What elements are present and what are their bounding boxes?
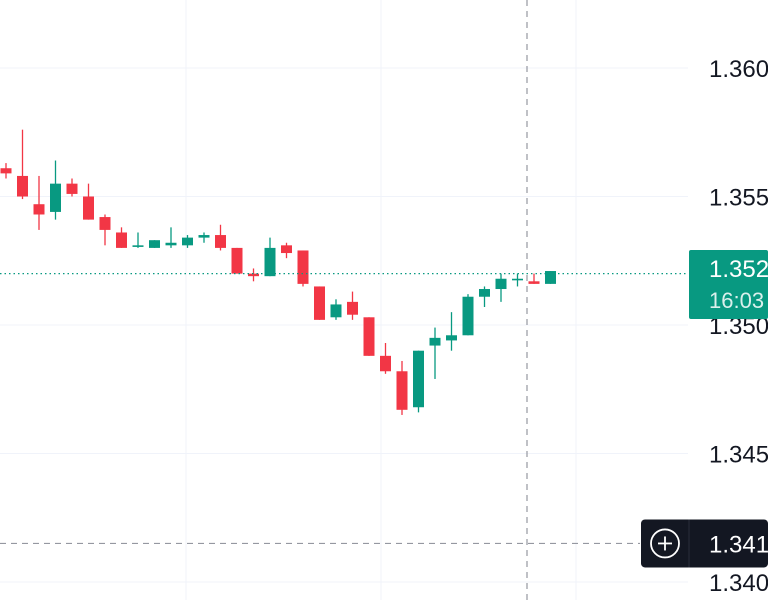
y-tick-label: 1.340 (709, 570, 768, 597)
candle-body (231, 247, 243, 274)
candle-body (297, 250, 309, 284)
current-price-badge (689, 250, 768, 319)
candle-body (149, 240, 160, 248)
crosshair-price-value: 1.341 (709, 531, 768, 558)
candle-body (66, 183, 78, 194)
candle-body (182, 237, 193, 246)
candle-body (396, 371, 408, 410)
grid (0, 0, 688, 600)
candle-body (429, 337, 441, 346)
y-tick-label: 1.345 (709, 442, 768, 469)
add-alert-button[interactable] (650, 528, 680, 559)
candle-body (330, 304, 342, 318)
candle-body (380, 355, 391, 372)
candle-body (495, 278, 507, 290)
candle-body (165, 242, 177, 246)
candle-body (528, 281, 540, 284)
candle-body (264, 247, 276, 277)
y-tick-label: 1.360 (709, 56, 768, 83)
candles (0, 129, 556, 415)
candle-body (413, 350, 424, 408)
plus-circle-icon (650, 528, 680, 559)
candle-body (215, 235, 226, 248)
candle-body (248, 273, 259, 277)
current-price-value: 1.352 (709, 256, 768, 283)
candle-body (281, 245, 292, 254)
candle-body (33, 204, 45, 215)
current-price-countdown: 16:03 (709, 288, 764, 313)
candle-body (512, 278, 523, 281)
candle-body (347, 301, 358, 315)
overlays (0, 0, 688, 600)
candle-body (198, 235, 210, 238)
candle-body (132, 245, 144, 247)
candle-body (545, 271, 556, 284)
candle-body (0, 168, 12, 174)
candle-body (363, 317, 375, 356)
candle-body (83, 196, 94, 220)
candle-body (314, 286, 325, 320)
candle-body (99, 217, 111, 230)
candle-body (479, 289, 490, 297)
candle-body (50, 183, 61, 212)
candle-body (462, 296, 474, 336)
candle-body (17, 175, 28, 197)
candle-body (116, 232, 127, 248)
y-tick-label: 1.355 (709, 185, 768, 212)
candle-body (446, 335, 457, 341)
